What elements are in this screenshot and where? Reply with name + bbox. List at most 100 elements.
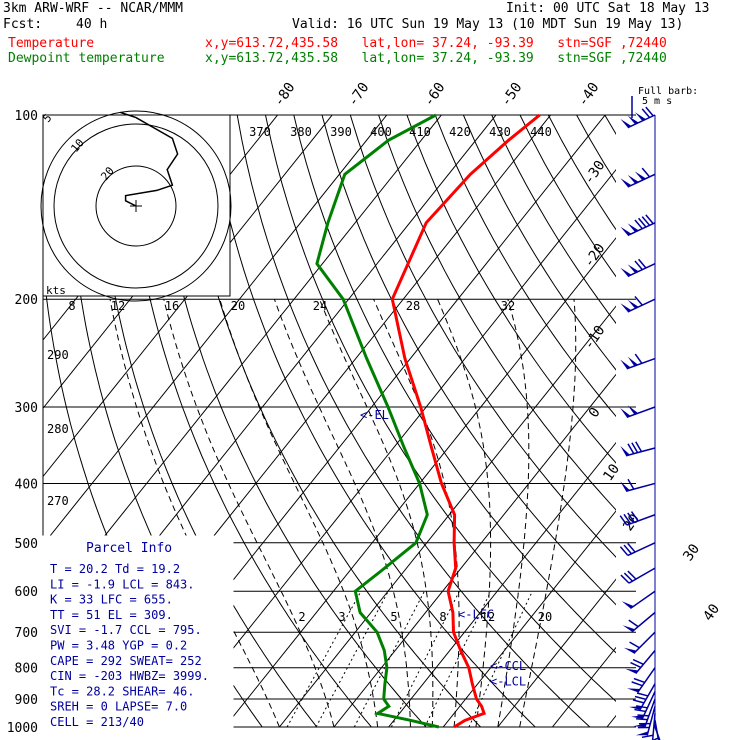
mixing-ratio-top-label: 28 <box>406 299 420 313</box>
barb-pennant <box>620 359 631 369</box>
barb-flag <box>630 511 639 522</box>
barb-pennant <box>621 601 634 609</box>
isotherm-line <box>169 168 616 727</box>
isotherm-label: -80 <box>271 80 299 110</box>
barb-flag <box>620 574 630 584</box>
barb-flag <box>629 641 640 649</box>
isotherm-label: 40 <box>700 601 723 624</box>
wind-barb <box>620 405 656 418</box>
dry-adiabat <box>633 115 740 727</box>
moist-adiabat <box>519 299 577 727</box>
parcel-panel-bg <box>42 535 234 728</box>
barb-staff <box>644 698 656 728</box>
theta-label: 390 <box>330 125 352 139</box>
parcel-info-row: LI = -1.9 LCL = 843. <box>50 577 195 591</box>
barb-staff <box>631 611 656 633</box>
model-title: 3km ARW-WRF -- NCAR/MMM <box>3 1 184 16</box>
dry-adiabat <box>547 115 616 231</box>
barb-pennant <box>620 118 632 128</box>
theta-side-label: 280 <box>47 422 69 436</box>
theta-side-label: 290 <box>47 348 69 362</box>
mixing-ratio-line <box>390 590 460 727</box>
barb-staff <box>627 298 656 313</box>
barb-staff <box>635 650 656 675</box>
barb-flag <box>634 260 643 271</box>
dry-adiabat <box>349 115 616 558</box>
theta-label: 370 <box>249 125 271 139</box>
wind-barb <box>619 542 656 557</box>
barb-staff <box>628 567 656 584</box>
dry-adiabat <box>293 115 616 654</box>
moist-adiabat <box>219 299 379 727</box>
isotherm-line <box>497 578 616 727</box>
barb-pennant <box>627 299 639 309</box>
hodograph-units: kts <box>46 284 66 297</box>
temperature-legend: Temperature <box>8 36 95 51</box>
isotherm-line <box>43 115 442 614</box>
hodograph-ring <box>53 123 219 289</box>
barb-pennant <box>620 178 632 187</box>
barb-pennant <box>620 445 630 456</box>
theta-label: 380 <box>290 125 312 139</box>
parcel-info-panel: Parcel Info T = 20.2 Td = 19.2LI = -1.9 L… <box>42 535 234 729</box>
pressure-label: 600 <box>15 585 38 600</box>
barb-flag <box>632 699 645 704</box>
isotherm-label: -30 <box>581 158 609 188</box>
diagram-grid <box>42 114 740 728</box>
barb-pennant <box>633 723 647 728</box>
barb-staff <box>646 706 656 736</box>
barb-pennant <box>634 171 646 181</box>
barb-flag <box>623 544 633 555</box>
parcel-info-row: T = 20.2 Td = 19.2 <box>50 562 180 576</box>
moist-adiabat <box>273 299 411 727</box>
wind-barb <box>622 611 656 633</box>
barb-pennant <box>627 115 639 125</box>
barb-staff <box>651 713 656 740</box>
barb-pennant <box>627 356 639 367</box>
isotherm-label: -60 <box>421 80 449 110</box>
theta-label: 410 <box>409 125 431 139</box>
barb-pennant <box>620 407 631 418</box>
theta-label: 400 <box>370 125 392 139</box>
wind-barb <box>652 720 660 740</box>
level-marker: <-EL <box>360 408 389 422</box>
barb-pennant <box>620 481 630 492</box>
barb-pennant <box>623 647 637 654</box>
barb-pennant <box>627 688 641 693</box>
temperature-point-info: x,y=613.72,435.58 lat,lon= 37.24, -93.39… <box>205 36 667 51</box>
temperature-trace <box>390 113 541 729</box>
pressure-label: 300 <box>15 401 38 416</box>
barb-flag <box>627 478 635 490</box>
barb-flag <box>634 219 643 230</box>
sounding-traces: <-EL <-LFC <-CCL <-LCL <box>315 113 541 729</box>
isotherm-line <box>43 115 388 546</box>
dry-adiabat <box>690 115 740 727</box>
parcel-info-row: PW = 3.48 YGP = 0.2 <box>50 639 187 653</box>
isotherm-label: -10 <box>581 323 609 353</box>
wind-barb <box>620 106 656 129</box>
isotherm-line <box>388 441 616 727</box>
dry-adiabat <box>661 115 740 727</box>
mixing-ratio-label: 8 <box>439 610 446 624</box>
mixing-ratio-line <box>286 590 362 727</box>
barb-staff <box>627 173 656 188</box>
barb-flag <box>623 572 634 582</box>
barb-staff <box>641 691 656 720</box>
barb-pennant <box>631 715 645 719</box>
pressure-label: 100 <box>15 109 38 124</box>
barb-staff <box>633 631 656 654</box>
barb-pennant <box>627 264 639 274</box>
dry-adiabat <box>378 115 616 511</box>
moist-adiabat <box>497 299 530 727</box>
barb-staff <box>654 720 660 740</box>
init-time: Init: 00 UTC Sat 18 May 13 <box>506 1 710 16</box>
barb-flag <box>635 441 643 452</box>
wind-barb <box>619 511 656 526</box>
theta-label: 430 <box>489 125 511 139</box>
isotherm-label: 30 <box>680 541 703 564</box>
pressure-label: 800 <box>15 662 38 677</box>
wind-barb <box>623 631 656 654</box>
barb-flag <box>627 443 635 455</box>
hodograph-ring <box>40 110 232 302</box>
